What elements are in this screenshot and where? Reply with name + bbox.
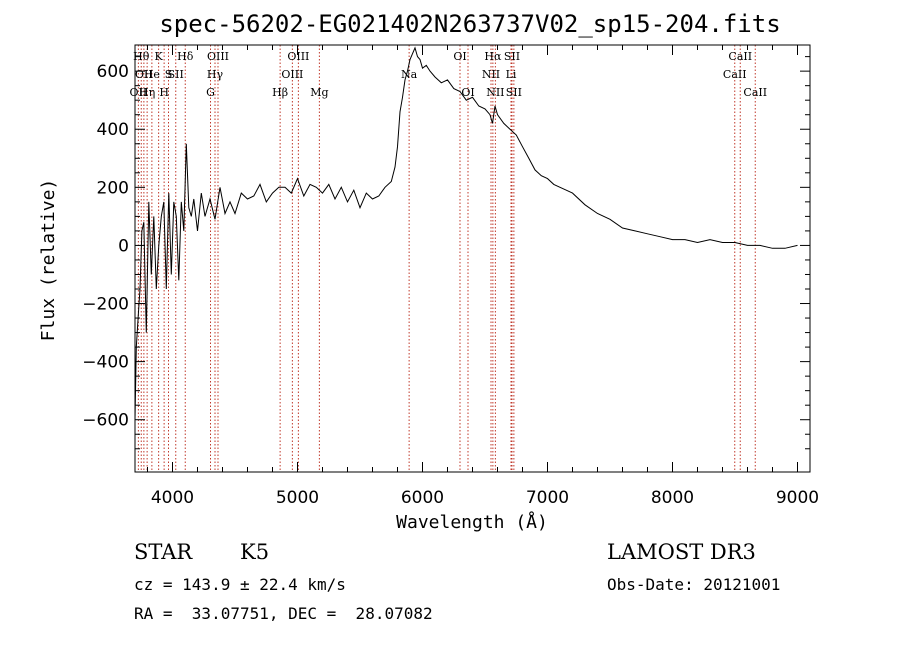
spectral-subclass: K5	[240, 540, 270, 564]
y-tick-label: 400	[97, 120, 129, 140]
spectral-line-label: CaII	[723, 68, 747, 81]
spectral-line-label: Hδ	[177, 50, 194, 63]
spectral-line-label: Hα	[484, 50, 502, 63]
chart-title: spec-56202-EG021402N263737V02_sp15-204.f…	[159, 10, 780, 38]
spectral-line-label: S	[165, 68, 173, 81]
y-tick-label: −400	[82, 353, 129, 373]
spectral-line-label: SII	[168, 68, 184, 81]
spectrum-chart: spec-56202-EG021402N263737V02_sp15-204.f…	[38, 10, 819, 533]
x-tick-label: 5000	[276, 488, 319, 508]
spectral-line-label: NII	[486, 86, 504, 99]
y-tick-label: 600	[97, 62, 129, 82]
spectral-line-label: Li	[506, 68, 517, 81]
x-tick-label: 9000	[776, 488, 819, 508]
spectral-line-label: Hγ	[207, 68, 224, 81]
spectral-lines	[137, 45, 756, 472]
axis-ticks: 4000 5000 6000 7000 8000 9000 −600 −400 −200 0 200…	[82, 45, 819, 508]
obs-date: Obs-Date: 20121001	[607, 575, 781, 594]
spectral-line-labels: OIIHθOIIHηHeKHSSIIHδGHγOIIIHβOIIIOIIIMgN…	[130, 50, 768, 99]
spectrum-series-line	[134, 46, 798, 420]
spectral-line-label: OI	[461, 86, 474, 99]
spectral-line-label: Hβ	[272, 86, 288, 99]
spectral-line-label: Mg	[310, 86, 328, 99]
y-tick-label: 200	[97, 178, 129, 198]
x-tick-label: 7000	[526, 488, 569, 508]
y-tick-label: −200	[82, 295, 129, 315]
y-tick-label: −600	[82, 411, 129, 431]
spectral-line-label: Hθ	[133, 50, 150, 63]
spectral-line-label: H	[159, 86, 169, 99]
x-tick-label: 6000	[401, 488, 444, 508]
spectral-line-label: OI	[453, 50, 466, 63]
x-axis-label: Wavelength (Å)	[396, 511, 548, 533]
spectral-line-label: Hη	[139, 86, 155, 99]
spectral-line-label: CaII	[728, 50, 752, 63]
plot-frame	[134, 44, 811, 473]
object-type: STAR	[134, 540, 193, 564]
coordinates: RA = 33.07751, DEC = 28.07082	[134, 604, 433, 623]
spectral-line-label: G	[206, 86, 215, 99]
spectral-line-label: OIII	[281, 68, 303, 81]
spectral-line-label: SII	[506, 86, 522, 99]
spectral-line-label: OII	[130, 86, 148, 99]
spectral-line-label: SII	[504, 50, 520, 63]
spectral-line-label: K	[155, 50, 164, 63]
spectral-line-label: Na	[401, 68, 418, 81]
redshift-readout: cz = 143.9 ± 22.4 km/s	[134, 575, 346, 594]
x-tick-label: 8000	[651, 488, 694, 508]
survey-name: LAMOST DR3	[607, 540, 756, 564]
spectral-line-label: OIII	[207, 50, 229, 63]
spectral-line-label: CaII	[743, 86, 767, 99]
spectral-line-label: OIII	[287, 50, 309, 63]
spectral-line-label: NII	[482, 68, 500, 81]
y-tick-label: 0	[118, 236, 129, 256]
spectral-line-label: He	[144, 68, 160, 81]
x-tick-label: 4000	[151, 488, 194, 508]
y-axis-label: Flux (relative)	[38, 179, 59, 342]
